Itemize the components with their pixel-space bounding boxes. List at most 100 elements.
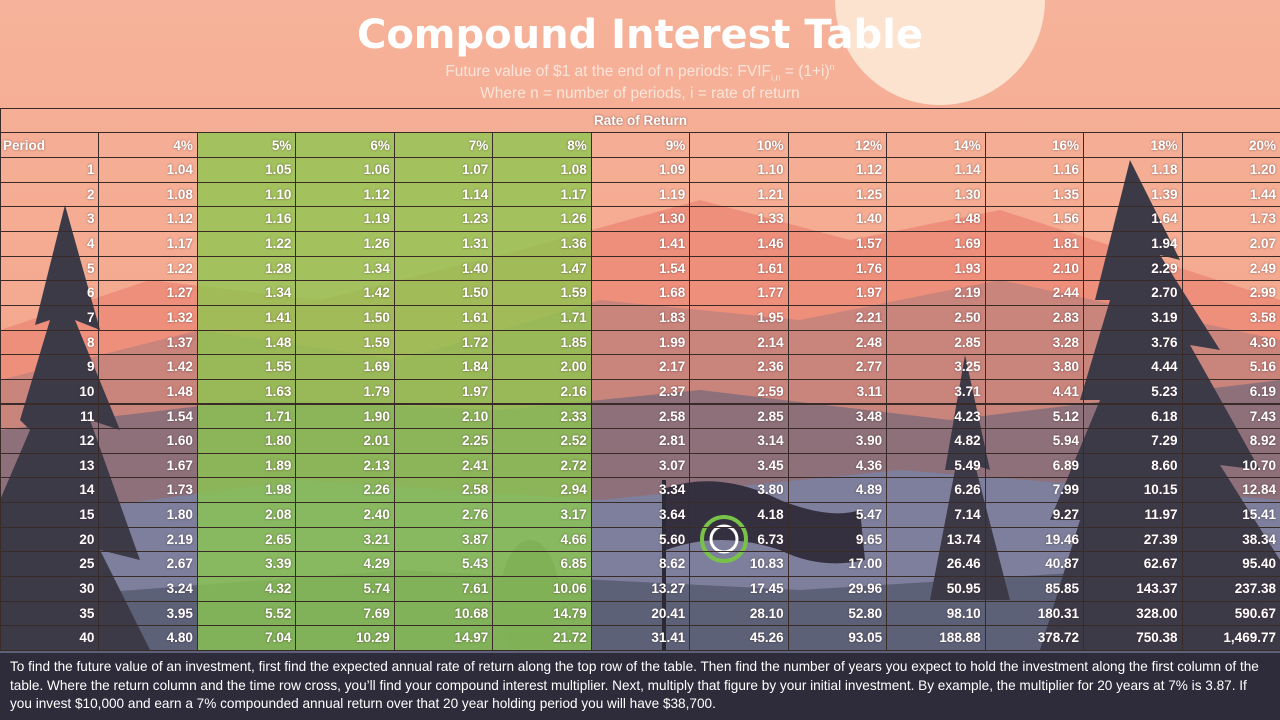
value-cell: 2.76	[393, 502, 494, 528]
value-cell: 3.71	[886, 378, 986, 405]
value-cell: 7.99	[984, 477, 1085, 504]
rate-header: 8%	[492, 132, 592, 158]
value-cell: 13.27	[590, 576, 691, 602]
value-cell: 1.07	[393, 157, 494, 183]
value-cell: 2.59	[689, 378, 789, 405]
value-cell: 1.12	[787, 157, 888, 183]
value-cell: 180.31	[984, 600, 1085, 627]
value-cell: 98.10	[886, 600, 986, 627]
value-cell: 237.38	[1181, 576, 1280, 602]
value-cell: 2.81	[590, 428, 691, 454]
value-cell: 2.37	[590, 378, 691, 405]
value-cell: 1.25	[787, 181, 888, 208]
value-cell: 2.16	[492, 378, 592, 405]
value-cell: 10.06	[492, 576, 592, 602]
rate-header: 20%	[1181, 132, 1280, 158]
value-cell: 750.38	[1083, 625, 1183, 651]
value-cell: 1.97	[787, 280, 888, 306]
value-cell: 3.87	[393, 526, 494, 553]
value-cell: 1.41	[590, 230, 691, 257]
value-cell: 3.28	[984, 329, 1085, 356]
period-cell: 35	[0, 600, 100, 627]
value-cell: 3.11	[787, 378, 888, 405]
period-cell: 15	[0, 502, 100, 528]
value-cell: 1,469.77	[1181, 625, 1280, 651]
period-cell: 5	[0, 255, 100, 282]
value-cell: 4.32	[196, 576, 297, 602]
value-cell: 93.05	[787, 625, 888, 651]
value-cell: 2.49	[1181, 255, 1280, 282]
value-cell: 10.83	[689, 551, 789, 578]
value-cell: 5.23	[1083, 378, 1183, 405]
value-cell: 10.15	[1083, 477, 1183, 504]
period-cell: 1	[0, 157, 100, 183]
value-cell: 1.60	[98, 428, 198, 454]
value-cell: 20.41	[590, 600, 691, 627]
value-cell: 2.29	[1083, 255, 1183, 282]
value-cell: 378.72	[984, 625, 1085, 651]
value-cell: 1.22	[196, 230, 297, 257]
rate-header: 16%	[984, 132, 1085, 158]
value-cell: 3.80	[689, 477, 789, 504]
value-cell: 1.68	[590, 280, 691, 306]
value-cell: 7.04	[196, 625, 297, 651]
value-cell: 1.61	[393, 304, 494, 331]
value-cell: 3.21	[295, 526, 395, 553]
value-cell: 1.55	[196, 354, 297, 380]
value-cell: 7.29	[1083, 428, 1183, 454]
value-cell: 5.60	[590, 526, 691, 553]
value-cell: 3.95	[98, 600, 198, 627]
period-cell: 13	[0, 452, 100, 479]
value-cell: 1.72	[393, 329, 494, 356]
value-cell: 2.72	[492, 452, 592, 479]
value-cell: 3.45	[689, 452, 789, 479]
subtitle: Future value of $1 at the end of n perio…	[0, 62, 1280, 82]
value-cell: 31.41	[590, 625, 691, 651]
value-cell: 1.48	[98, 378, 198, 405]
value-cell: 14.79	[492, 600, 592, 627]
subtitle-text: Future value of $1 at the end of n perio…	[445, 63, 772, 81]
value-cell: 2.08	[196, 502, 297, 528]
period-cell: 10	[0, 378, 100, 405]
period-cell: 40	[0, 625, 100, 651]
rate-header: 14%	[886, 132, 986, 158]
value-cell: 4.89	[787, 477, 888, 504]
value-cell: 1.12	[295, 181, 395, 208]
value-cell: 1.17	[98, 230, 198, 257]
value-cell: 4.18	[689, 502, 789, 528]
value-cell: 40.87	[984, 551, 1085, 578]
value-cell: 1.14	[393, 181, 494, 208]
value-cell: 26.46	[886, 551, 986, 578]
value-cell: 5.74	[295, 576, 395, 602]
value-cell: 2.00	[492, 354, 592, 380]
value-cell: 10.68	[393, 600, 494, 627]
value-cell: 1.18	[1083, 157, 1183, 183]
value-cell: 2.26	[295, 477, 395, 504]
superscript: n	[829, 62, 835, 72]
value-cell: 2.65	[196, 526, 297, 553]
value-cell: 13.74	[886, 526, 986, 553]
value-cell: 590.67	[1181, 600, 1280, 627]
value-cell: 1.71	[492, 304, 592, 331]
value-cell: 2.17	[590, 354, 691, 380]
value-cell: 2.67	[98, 551, 198, 578]
value-cell: 7.14	[886, 502, 986, 528]
subtitle-2: Where n = number of periods, i = rate of…	[480, 85, 800, 102]
value-cell: 3.48	[787, 403, 888, 430]
value-cell: 188.88	[886, 625, 986, 651]
value-cell: 11.97	[1083, 502, 1183, 528]
value-cell: 3.80	[984, 354, 1085, 380]
value-cell: 1.39	[1083, 181, 1183, 208]
value-cell: 4.66	[492, 526, 592, 553]
period-cell: 3	[0, 206, 100, 232]
rate-header: 4%	[98, 132, 198, 158]
value-cell: 3.24	[98, 576, 198, 602]
value-cell: 1.64	[1083, 206, 1183, 232]
value-cell: 19.46	[984, 526, 1085, 553]
rate-header: 6%	[295, 132, 395, 158]
value-cell: 1.76	[787, 255, 888, 282]
value-cell: 1.84	[393, 354, 494, 380]
value-cell: 5.49	[886, 452, 986, 479]
value-cell: 29.96	[787, 576, 888, 602]
value-cell: 2.10	[984, 255, 1085, 282]
